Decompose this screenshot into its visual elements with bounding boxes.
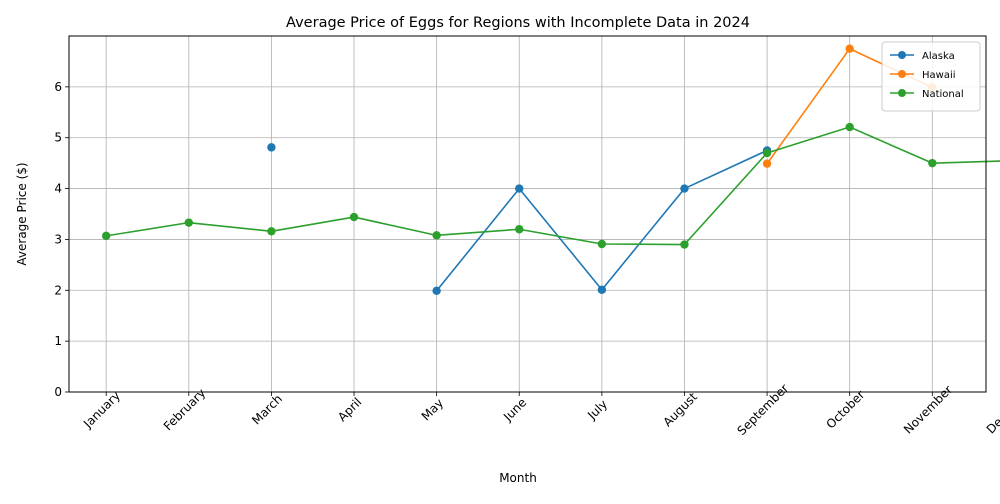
series-line-national <box>106 126 1000 246</box>
data-point-national <box>432 231 441 240</box>
data-point-national <box>762 148 772 158</box>
data-point-alaska <box>680 184 689 193</box>
y-tick-label: 1 <box>54 334 62 348</box>
data-point-national <box>928 158 937 168</box>
data-point-national <box>845 122 854 132</box>
legend-label-hawaii: Hawaii <box>922 70 956 81</box>
data-point-national <box>349 212 359 222</box>
plot-frame <box>68 35 987 393</box>
data-point-national <box>597 239 607 249</box>
x-axis-label: Month <box>499 471 537 485</box>
legend-label-national: National <box>922 89 964 100</box>
data-point-national <box>515 225 524 234</box>
y-tick-label: 4 <box>54 182 62 196</box>
y-tick-label: 2 <box>54 283 62 297</box>
data-point-national <box>101 231 111 241</box>
chart-title: Average Price of Eggs for Regions with I… <box>286 15 750 31</box>
legend-label-alaska: Alaska <box>922 51 955 62</box>
y-tick-label: 5 <box>54 131 62 145</box>
data-point-national <box>184 218 193 227</box>
y-axis-label: Average Price ($) <box>15 162 29 265</box>
legend: Alaska Hawaii National <box>881 41 981 112</box>
data-point-alaska <box>267 143 276 152</box>
y-tick-label: 6 <box>54 80 62 94</box>
y-tick-label: 3 <box>54 232 62 246</box>
data-point-hawaii <box>762 159 772 168</box>
y-tick-label: 0 <box>54 385 62 399</box>
data-point-alaska <box>515 184 524 193</box>
series-national <box>101 122 1000 249</box>
legend-marker-hawaii <box>898 70 906 78</box>
data-point-national <box>680 240 689 249</box>
data-point-alaska <box>432 286 441 295</box>
data-point-alaska <box>597 285 607 294</box>
legend-marker-national <box>898 89 906 97</box>
data-point-national <box>267 227 276 236</box>
data-point-hawaii <box>845 44 854 53</box>
grid <box>69 36 986 393</box>
legend-marker-alaska <box>898 51 906 59</box>
